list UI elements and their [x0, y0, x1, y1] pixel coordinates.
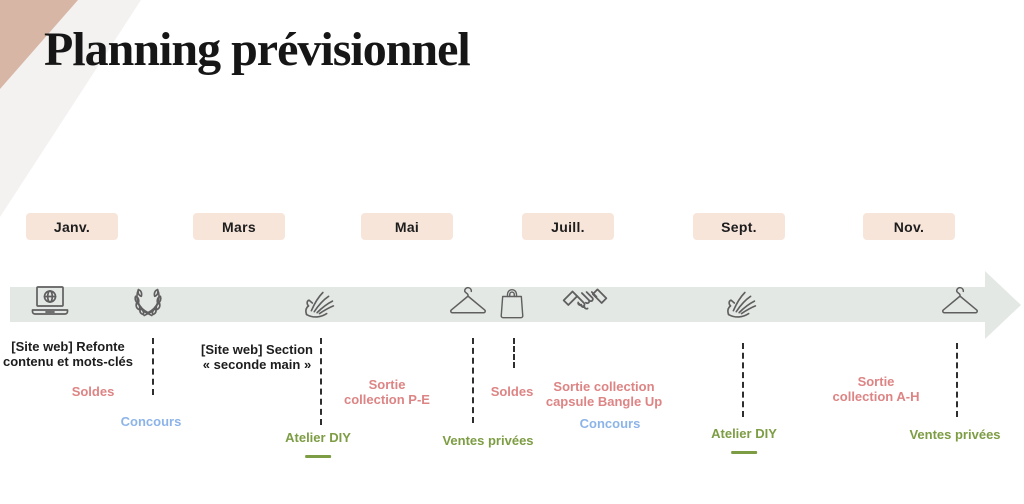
event-label: Sortie collection capsule Bangle Up: [546, 379, 662, 409]
timeline-connector: [513, 338, 515, 368]
event-label: Atelier DIY: [285, 430, 351, 458]
event-label-line: collection P-E: [344, 392, 430, 407]
timeline-connector: [956, 343, 958, 417]
timeline-connector: [472, 338, 474, 423]
month-chip: Juill.: [522, 213, 614, 240]
clothes-hanger-icon: [939, 283, 981, 325]
laptop-globe-icon: [26, 280, 74, 328]
event-label-line: Ventes privées: [442, 433, 534, 448]
underline-accent: [305, 455, 331, 458]
event-label-line: Atelier DIY: [285, 430, 351, 445]
craft-hands-icon: [297, 281, 343, 327]
event-label: Ventes privées: [909, 427, 1000, 442]
timeline-connector: [152, 338, 154, 395]
month-chip: Sept.: [693, 213, 785, 240]
month-chip: Mars: [193, 213, 285, 240]
event-label-line: Sortie: [368, 377, 406, 392]
event-label-line: Concours: [579, 416, 641, 431]
month-chip: Janv.: [26, 213, 118, 240]
event-label-line: Soldes: [71, 384, 115, 399]
timeline-connector: [742, 343, 744, 417]
event-label-line: Atelier DIY: [711, 426, 777, 441]
event-label: Concours: [580, 416, 641, 431]
timeline-band: [10, 287, 985, 322]
event-label: Sortie collection P-E: [344, 377, 430, 407]
page-title: Planning prévisionnel: [44, 23, 471, 76]
event-label-line: Sortie: [857, 374, 895, 389]
event-label: [Site web] Refonte contenu et mots-clés: [3, 339, 133, 369]
shopping-bag-icon: [492, 284, 532, 324]
event-label-line: collection A-H: [832, 389, 920, 404]
event-label-line: Concours: [120, 414, 182, 429]
event-label-line: Ventes privées: [909, 427, 1001, 442]
event-label-line: « seconde main »: [202, 357, 312, 372]
handshake-icon: [560, 279, 610, 329]
event-label-line: contenu et mots-clés: [2, 354, 134, 369]
event-label: [Site web] Section « seconde main »: [201, 342, 313, 372]
underline-accent: [731, 451, 757, 454]
event-label-line: [Site web] Section: [201, 342, 313, 357]
event-label: Ventes privées: [442, 433, 533, 448]
timeline-connector: [320, 338, 322, 425]
event-label: Sortie collection A-H: [833, 374, 920, 404]
event-label-line: [Site web] Refonte: [11, 339, 125, 354]
event-label-line: Sortie collection: [553, 379, 655, 394]
laurel-wreath-icon: [125, 281, 171, 327]
month-chip: Mai: [361, 213, 453, 240]
event-label: Atelier DIY: [711, 426, 777, 454]
craft-hands-icon: [719, 281, 765, 327]
event-label: Soldes: [491, 384, 534, 399]
event-label-line: capsule Bangle Up: [545, 394, 663, 409]
event-label: Soldes: [72, 384, 115, 399]
event-label-line: Soldes: [490, 384, 534, 399]
clothes-hanger-icon: [447, 283, 489, 325]
month-chip: Nov.: [863, 213, 955, 240]
event-label: Concours: [121, 414, 182, 429]
timeline-arrowhead-icon: [985, 271, 1021, 339]
